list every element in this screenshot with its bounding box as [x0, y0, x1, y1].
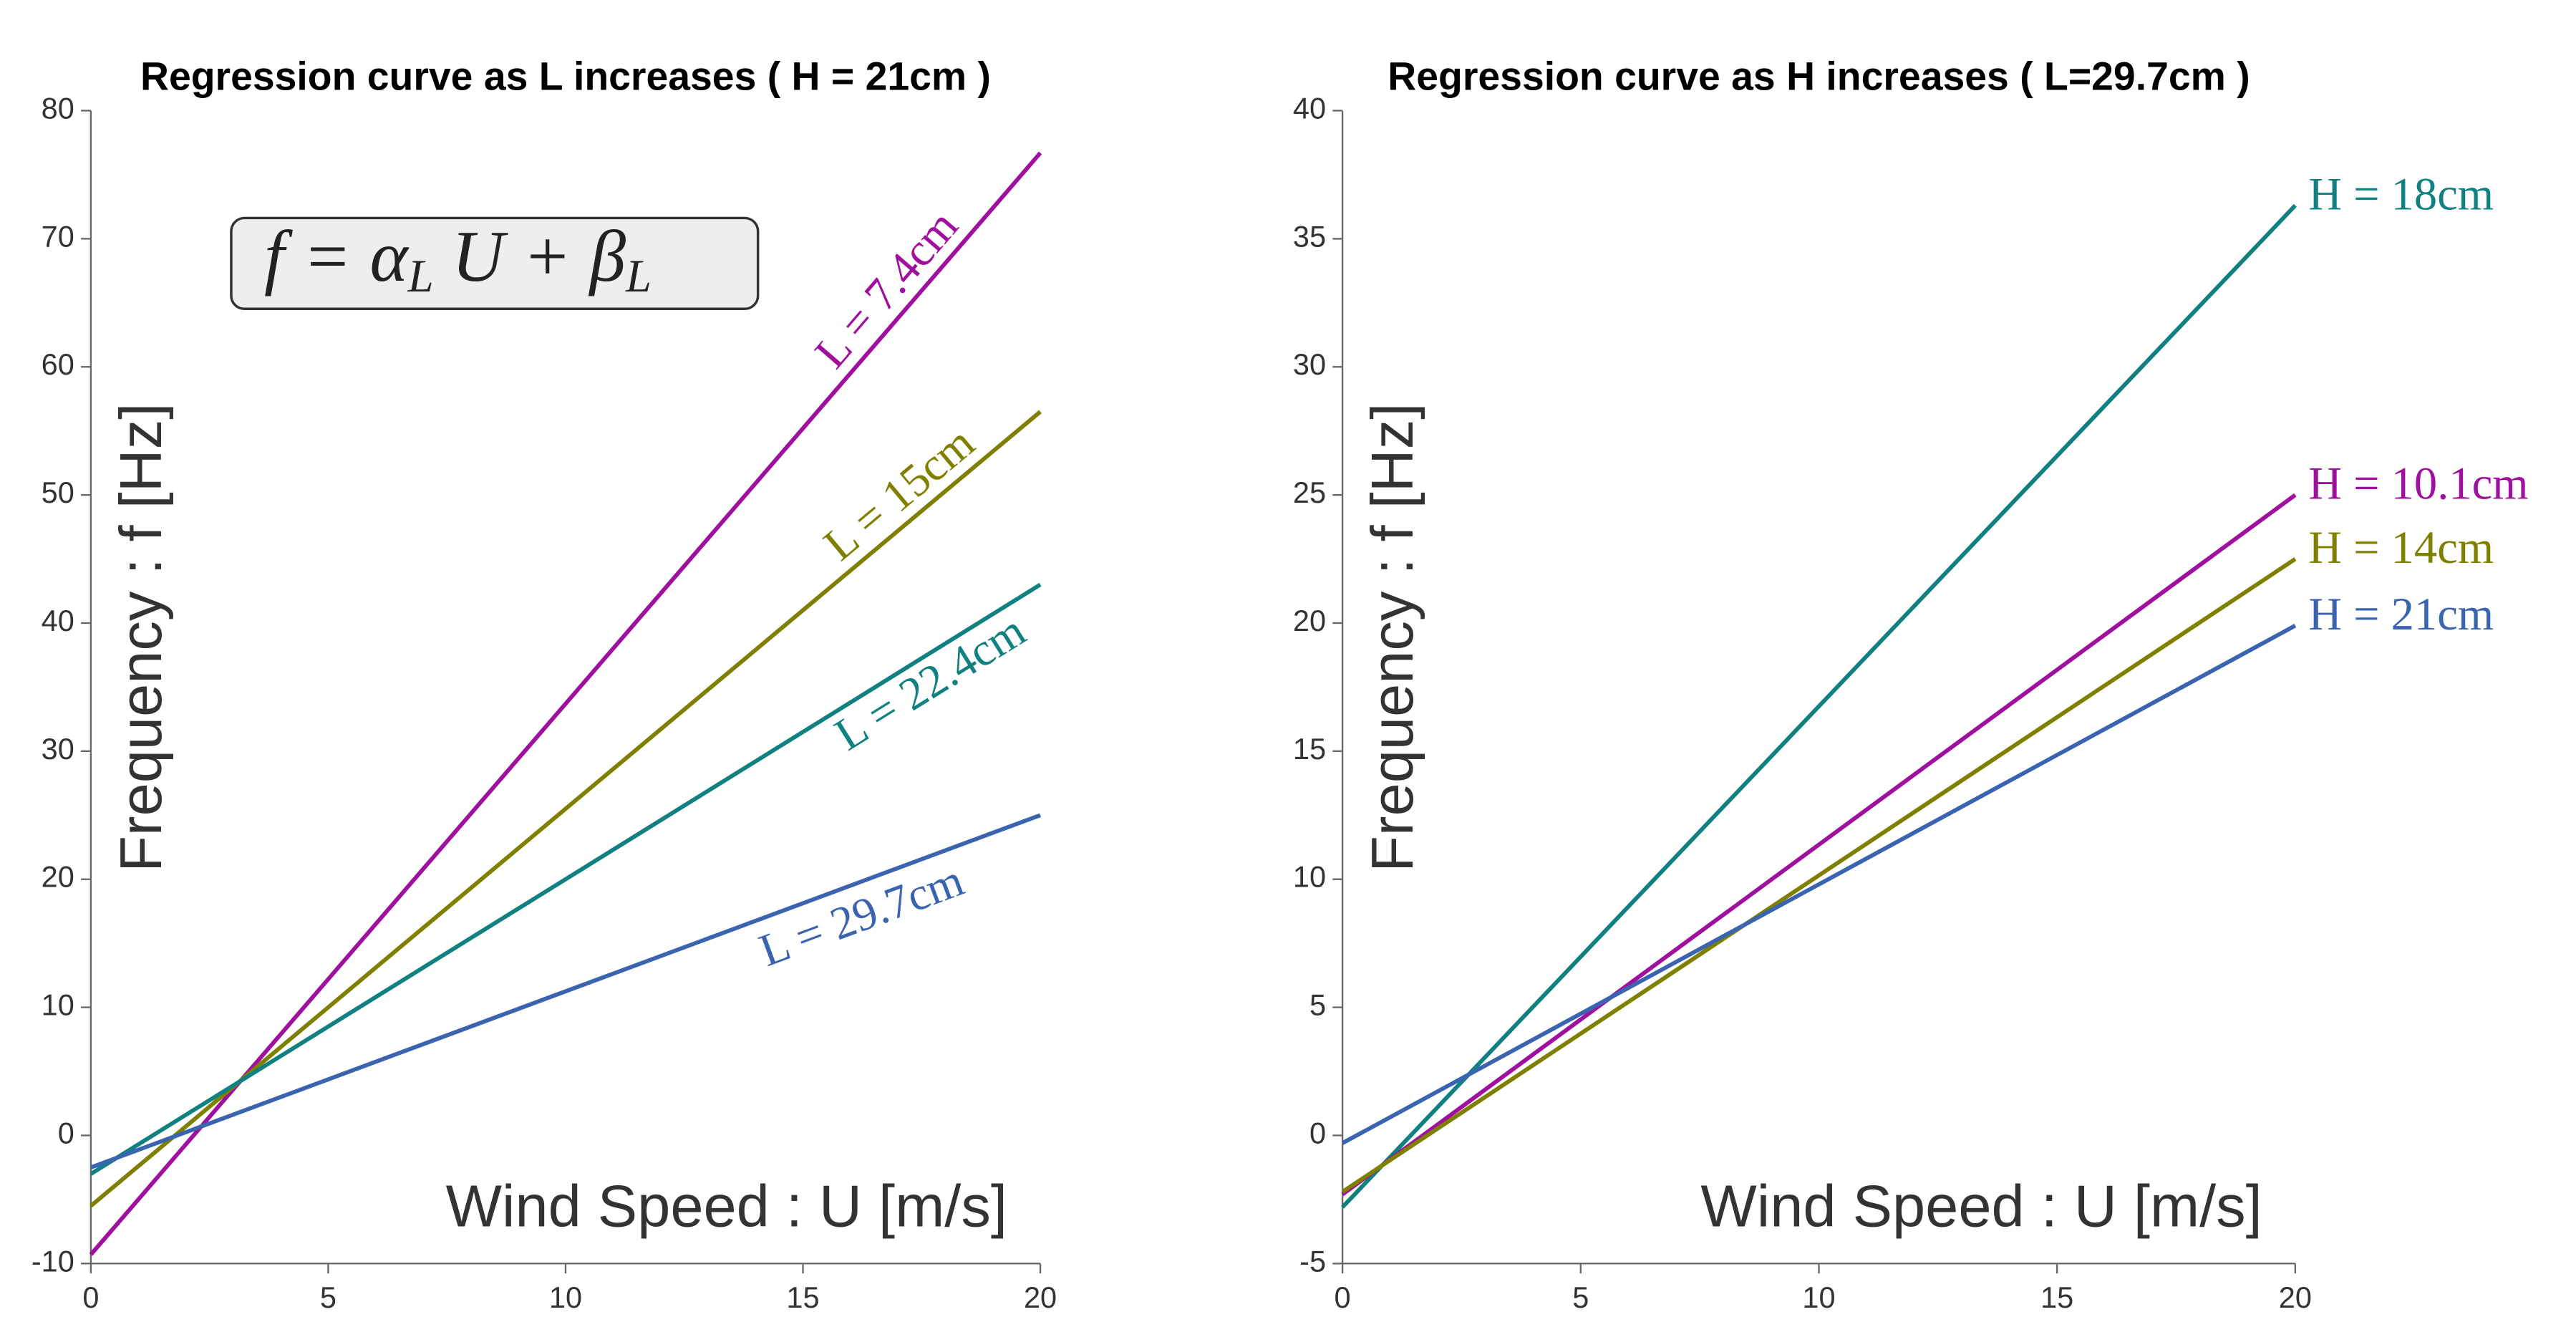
- x-tick-label: 10: [1802, 1280, 1835, 1314]
- line-label: L = 22.4cm: [825, 604, 1034, 760]
- y-tick-label: 20: [42, 860, 74, 894]
- y-tick-label: -5: [1299, 1244, 1326, 1278]
- y-tick-label: 0: [1309, 1116, 1326, 1149]
- y-tick-label: 25: [1293, 476, 1326, 509]
- line-label: H = 18cm: [2308, 168, 2494, 219]
- x-tick-label: 20: [1024, 1280, 1057, 1314]
- y-tick-label: 10: [1293, 860, 1326, 894]
- y-tick-label: 30: [1293, 347, 1326, 381]
- equation-box: [230, 216, 760, 311]
- y-tick-label: 35: [1293, 219, 1326, 253]
- x-tick-label: 5: [320, 1280, 336, 1314]
- y-tick-label: 0: [58, 1116, 74, 1149]
- series-line: [89, 813, 1042, 1169]
- y-axis-label: Frequency : f [Hz]: [107, 403, 174, 872]
- series-line: [1341, 557, 2297, 1194]
- series-line: [1341, 203, 2297, 1209]
- x-tick-label: 5: [1572, 1280, 1589, 1314]
- x-tick-label: 15: [786, 1280, 819, 1314]
- x-axis-label: Wind Speed : U [m/s]: [446, 1172, 1007, 1239]
- y-tick-label: 80: [42, 91, 74, 125]
- line-label: L = 29.7cm: [752, 854, 970, 976]
- y-tick-label: -10: [32, 1244, 74, 1278]
- x-tick-label: 0: [82, 1280, 99, 1314]
- x-tick-label: 10: [549, 1280, 582, 1314]
- chart-title: Regression curve as L increases ( H = 21…: [140, 54, 991, 98]
- y-tick-label: 40: [42, 604, 74, 637]
- chart-title: Regression curve as H increases ( L=29.7…: [1388, 54, 2250, 98]
- y-tick-label: 40: [1293, 91, 1326, 125]
- y-tick-label: 20: [1293, 604, 1326, 637]
- equation-part: U + β: [434, 216, 626, 296]
- y-tick-label: 70: [42, 219, 74, 253]
- line-label: L = 15cm: [814, 416, 984, 570]
- line-label: L = 7.4cm: [805, 200, 968, 377]
- y-tick-label: 15: [1293, 732, 1326, 766]
- line-label: H = 10.1cm: [2308, 458, 2528, 509]
- y-axis-label: Frequency : f [Hz]: [1359, 403, 1425, 872]
- series-line: [1341, 493, 2297, 1197]
- y-tick-label: 10: [42, 988, 74, 1022]
- equation-part: f = α: [264, 216, 409, 296]
- x-tick-label: 0: [1335, 1280, 1351, 1314]
- equation-sub: L: [407, 250, 434, 301]
- y-tick-label: 50: [42, 476, 74, 509]
- x-tick-label: 15: [2040, 1280, 2073, 1314]
- line-label: H = 21cm: [2308, 588, 2494, 640]
- series-line: [1341, 624, 2297, 1145]
- equation: f = αL U + βL: [264, 216, 652, 301]
- series-line: [89, 582, 1042, 1176]
- y-tick-label: 5: [1309, 988, 1326, 1022]
- x-tick-label: 20: [2279, 1280, 2312, 1314]
- y-tick-label: 60: [42, 347, 74, 381]
- equation-sub: L: [625, 250, 652, 301]
- y-tick-label: 30: [42, 732, 74, 766]
- line-label: H = 14cm: [2308, 521, 2494, 573]
- x-axis-label: Wind Speed : U [m/s]: [1700, 1172, 2262, 1239]
